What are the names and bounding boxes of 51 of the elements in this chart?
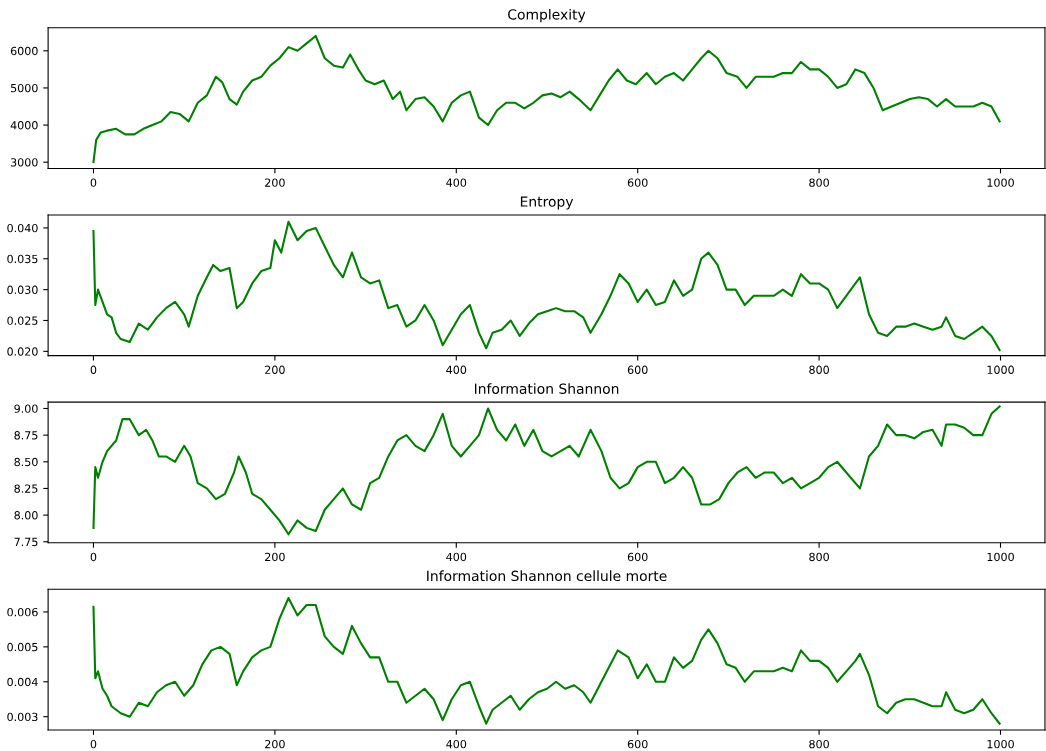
x-tick-label: 200 bbox=[265, 365, 285, 374]
y-tick-label: 8.50 bbox=[14, 457, 38, 467]
line-series bbox=[92, 596, 1001, 725]
y-tick-label: 0.035 bbox=[7, 254, 38, 264]
x-tick-label: 600 bbox=[627, 365, 648, 374]
y-tick-label: 6000 bbox=[10, 46, 38, 56]
line-series bbox=[92, 34, 1001, 164]
y-tick-label: 5000 bbox=[10, 83, 38, 93]
x-tick-label: 200 bbox=[265, 552, 285, 562]
x-tick-label: 600 bbox=[627, 552, 648, 562]
x-tick-label: 1000 bbox=[987, 739, 1014, 749]
y-tick-label: 9.00 bbox=[14, 404, 38, 413]
x-tick-label: 1000 bbox=[987, 552, 1014, 562]
x-tick-label: 600 bbox=[627, 178, 648, 187]
x-tick-label: 400 bbox=[446, 365, 467, 374]
x-tick-label: 800 bbox=[809, 178, 829, 187]
line-series bbox=[92, 220, 1001, 352]
y-tick-label: 4000 bbox=[10, 121, 38, 130]
y-tick-label: 3000 bbox=[10, 158, 38, 167]
y-tick-label: 0.004 bbox=[7, 677, 38, 687]
x-tick-label: 600 bbox=[627, 739, 648, 749]
x-tick-label: 200 bbox=[265, 739, 285, 749]
x-tick-label: 0 bbox=[90, 739, 97, 749]
x-tick-label: 0 bbox=[90, 365, 97, 374]
x-tick-label: 0 bbox=[90, 552, 97, 562]
y-tick-label: 0.005 bbox=[7, 642, 38, 652]
y-tick-label: 0.003 bbox=[7, 712, 38, 722]
x-tick-label: 0 bbox=[90, 178, 97, 187]
x-tick-label: 1000 bbox=[987, 365, 1014, 374]
line-series bbox=[92, 405, 1001, 536]
y-tick-label: 8.75 bbox=[14, 431, 38, 440]
x-tick-label: 200 bbox=[265, 178, 285, 187]
chart-title: Information Shannon bbox=[474, 383, 619, 394]
x-tick-label: 800 bbox=[809, 365, 829, 374]
x-tick-label: 800 bbox=[809, 739, 829, 749]
chart-title: Entropy bbox=[520, 196, 574, 210]
y-tick-label: 0.030 bbox=[7, 285, 38, 294]
y-tick-label: 0.006 bbox=[7, 607, 38, 617]
y-tick-label: 0.020 bbox=[7, 347, 38, 356]
y-tick-label: 0.040 bbox=[7, 223, 38, 233]
chart-title: Complexity bbox=[508, 8, 586, 23]
x-tick-label: 400 bbox=[446, 178, 467, 187]
y-tick-label: 8.25 bbox=[14, 484, 38, 493]
y-tick-label: 8.00 bbox=[14, 511, 38, 520]
y-tick-label: 7.75 bbox=[14, 537, 38, 547]
x-tick-label: 1000 bbox=[987, 178, 1014, 187]
x-tick-label: 400 bbox=[446, 739, 467, 749]
x-tick-label: 400 bbox=[446, 552, 467, 562]
x-tick-label: 800 bbox=[809, 552, 829, 562]
chart-title: Information Shannon cellule morte bbox=[427, 570, 667, 582]
y-tick-label: 0.025 bbox=[7, 316, 38, 325]
